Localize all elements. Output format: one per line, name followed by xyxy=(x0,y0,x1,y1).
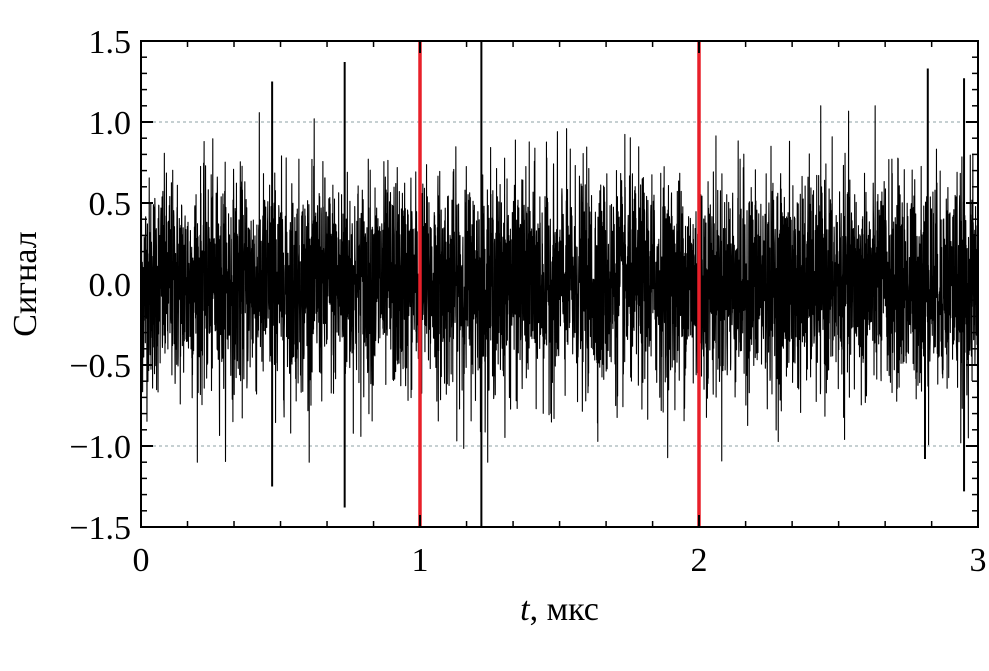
signal-series xyxy=(140,41,979,527)
y-axis-title: Сигнал xyxy=(7,231,44,336)
x-tick-label: 0 xyxy=(133,542,150,579)
x-tick-label: 3 xyxy=(970,542,987,579)
y-tick-label: 1.0 xyxy=(89,105,132,142)
tick-labels: 0 1 2 3 1.5 1.0 0.5 0.0 −0.5 −1.0 −1.5 xyxy=(69,24,986,579)
y-tick-label: 0.5 xyxy=(89,186,132,223)
y-tick-label: 1.5 xyxy=(89,24,132,61)
x-axis-title: t, мкс xyxy=(520,591,599,628)
x-axis-unit: , мкс xyxy=(530,591,599,628)
time-markers xyxy=(418,41,701,527)
y-tick-label: −0.5 xyxy=(69,348,131,385)
x-tick-label: 1 xyxy=(412,542,429,579)
x-tick-label: 2 xyxy=(691,542,708,579)
y-tick-label: −1.0 xyxy=(69,429,131,466)
signal-trace xyxy=(140,105,979,463)
y-tick-label: 0.0 xyxy=(89,267,132,304)
y-tick-label: −1.5 xyxy=(69,510,131,547)
gridlines xyxy=(141,121,978,447)
x-axis-variable: t xyxy=(520,591,531,628)
tick-marks xyxy=(140,40,979,528)
